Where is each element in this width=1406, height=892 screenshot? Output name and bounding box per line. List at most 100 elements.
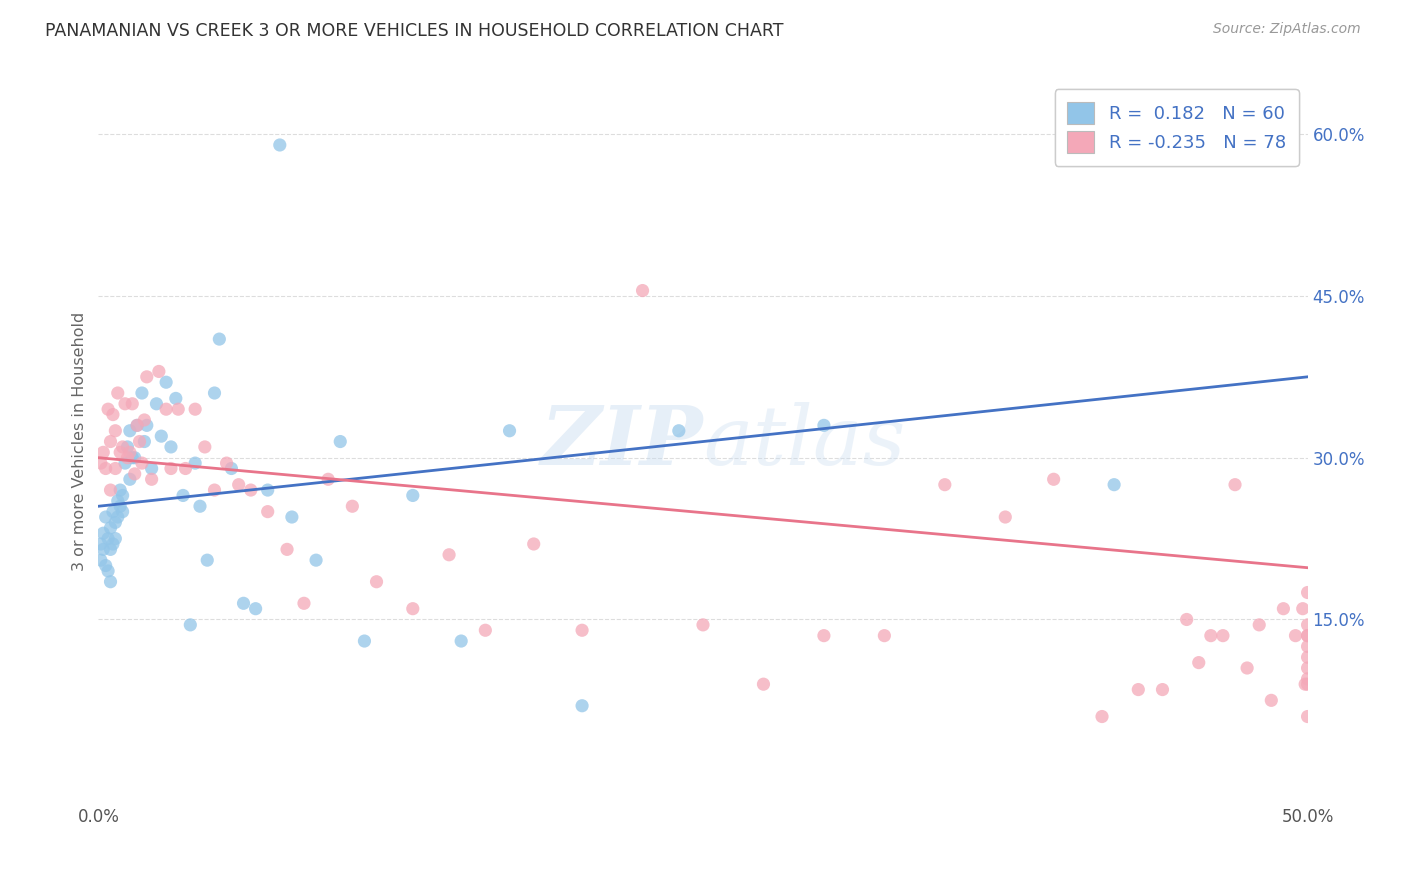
Point	[100, 542, 122, 557]
Point	[1296, 629, 1319, 643]
Point	[131, 386, 153, 401]
Point	[813, 418, 835, 433]
Point	[1296, 585, 1319, 599]
Point	[281, 510, 304, 524]
Point	[232, 596, 254, 610]
Point	[100, 521, 122, 535]
Point	[108, 500, 131, 514]
Point	[100, 574, 122, 589]
Point	[101, 408, 124, 422]
Point	[204, 386, 226, 401]
Point	[1292, 601, 1315, 615]
Point	[1152, 682, 1174, 697]
Point	[228, 477, 250, 491]
Point	[155, 376, 177, 390]
Point	[100, 434, 122, 449]
Point	[145, 397, 167, 411]
Point	[1296, 618, 1319, 632]
Point	[121, 450, 143, 465]
Point	[1223, 477, 1246, 491]
Point	[121, 397, 143, 411]
Point	[1128, 682, 1150, 697]
Point	[215, 456, 238, 470]
Point	[188, 500, 211, 514]
Point	[239, 483, 262, 497]
Point	[402, 488, 425, 502]
Point	[101, 505, 124, 519]
Point	[1199, 629, 1222, 643]
Point	[631, 284, 654, 298]
Point	[305, 553, 328, 567]
Point	[571, 624, 593, 638]
Point	[94, 510, 117, 524]
Point	[114, 456, 136, 470]
Point	[316, 472, 339, 486]
Point	[90, 537, 112, 551]
Point	[184, 402, 207, 417]
Legend: R =  0.182   N = 60, R = -0.235   N = 78: R = 0.182 N = 60, R = -0.235 N = 78	[1054, 89, 1299, 166]
Point	[1212, 629, 1234, 643]
Point	[118, 472, 141, 486]
Point	[1296, 640, 1319, 654]
Point	[107, 386, 129, 401]
Point	[1042, 472, 1064, 486]
Point	[160, 440, 183, 454]
Point	[256, 505, 278, 519]
Point	[91, 445, 114, 459]
Point	[118, 445, 141, 459]
Point	[366, 574, 388, 589]
Point	[91, 526, 114, 541]
Point	[437, 548, 460, 562]
Point	[1236, 661, 1258, 675]
Point	[114, 397, 136, 411]
Text: ZIP: ZIP	[540, 401, 703, 482]
Point	[101, 537, 124, 551]
Point	[134, 413, 156, 427]
Point	[692, 618, 714, 632]
Point	[128, 434, 150, 449]
Point	[165, 392, 187, 406]
Point	[474, 624, 496, 638]
Point	[402, 601, 425, 615]
Point	[124, 450, 146, 465]
Point	[107, 510, 129, 524]
Point	[94, 558, 117, 573]
Point	[127, 418, 149, 433]
Point	[100, 483, 122, 497]
Point	[148, 364, 170, 378]
Point	[1296, 709, 1319, 723]
Point	[523, 537, 546, 551]
Point	[1296, 629, 1319, 643]
Point	[104, 532, 127, 546]
Point	[498, 424, 520, 438]
Point	[90, 456, 112, 470]
Point	[97, 564, 120, 578]
Point	[167, 402, 190, 417]
Point	[450, 634, 472, 648]
Point	[1175, 612, 1198, 626]
Point	[160, 461, 183, 475]
Text: atlas: atlas	[703, 401, 905, 482]
Point	[90, 553, 112, 567]
Point	[1260, 693, 1282, 707]
Point	[104, 424, 127, 438]
Point	[194, 440, 217, 454]
Point	[104, 516, 127, 530]
Point	[668, 424, 690, 438]
Point	[134, 434, 156, 449]
Point	[174, 461, 197, 475]
Point	[91, 542, 114, 557]
Y-axis label: 3 or more Vehicles in Household: 3 or more Vehicles in Household	[72, 312, 87, 571]
Point	[276, 542, 298, 557]
Point	[934, 477, 956, 491]
Point	[1296, 672, 1319, 686]
Point	[107, 493, 129, 508]
Point	[1188, 656, 1211, 670]
Point	[256, 483, 278, 497]
Point	[111, 440, 134, 454]
Point	[141, 472, 163, 486]
Point	[1296, 677, 1319, 691]
Point	[994, 510, 1017, 524]
Point	[97, 532, 120, 546]
Point	[141, 461, 163, 475]
